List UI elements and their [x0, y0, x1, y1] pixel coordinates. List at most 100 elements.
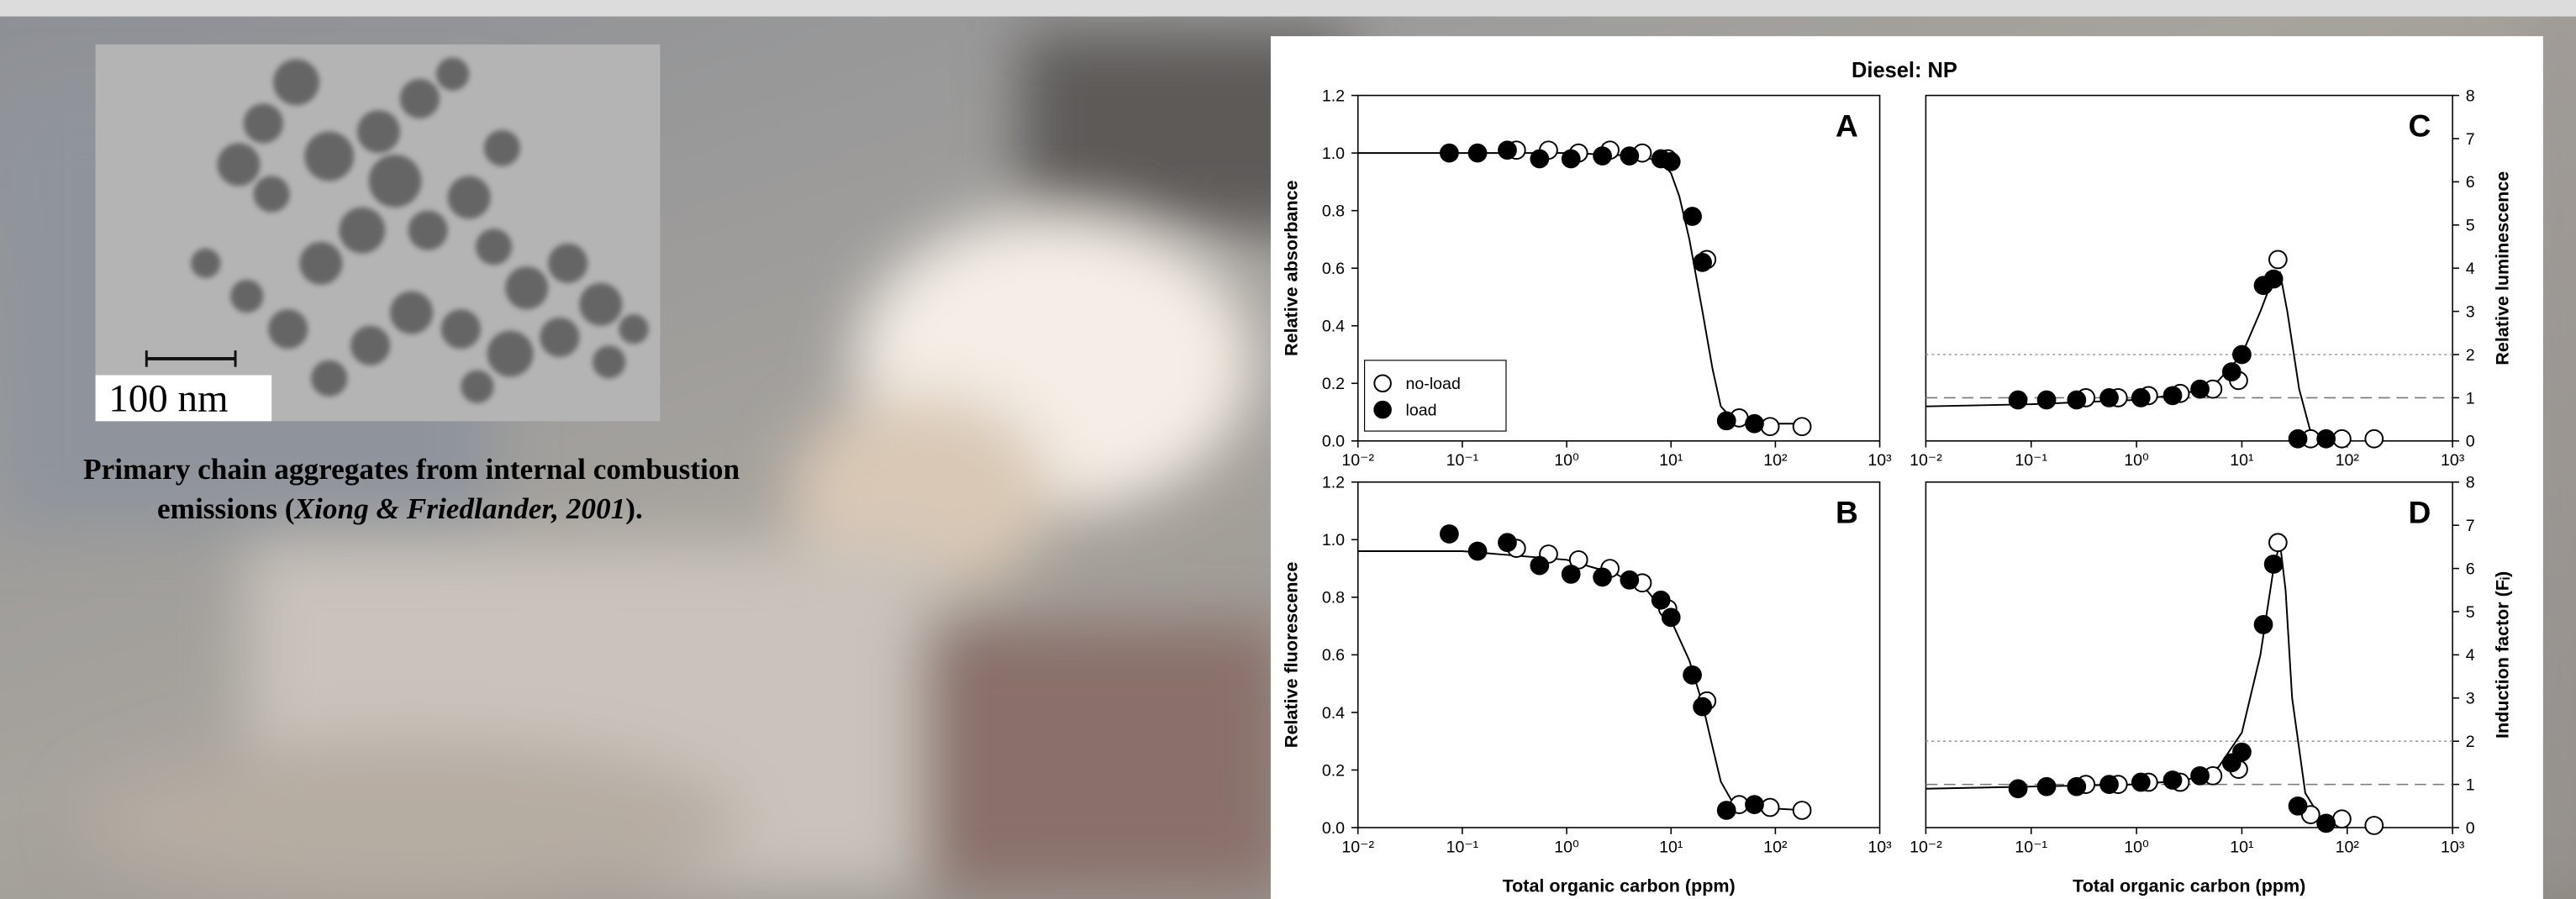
data-point	[2332, 809, 2352, 829]
x-tick-label: 10⁻¹	[2015, 838, 2047, 856]
x-tick-label: 10⁻¹	[2015, 451, 2047, 470]
y-tick-label: 7	[2466, 130, 2475, 149]
y-tick-label: 0.6	[1322, 260, 1345, 278]
data-point	[1467, 541, 1488, 561]
data-point	[2263, 269, 2284, 289]
data-point	[2190, 765, 2210, 786]
y-tick-label: 0.2	[1322, 761, 1345, 780]
data-point	[2036, 390, 2057, 410]
x-tick-label: 10⁻²	[1341, 838, 1374, 856]
legend-box	[1363, 360, 1507, 432]
y-tick-label: 7	[2466, 517, 2475, 535]
data-point	[1760, 417, 1780, 437]
legend-label: load	[1406, 401, 1437, 419]
y-axis-title: Relative fluorescence	[1281, 562, 1301, 748]
data-point	[1792, 801, 1812, 820]
data-point	[1760, 797, 1780, 818]
data-point	[2067, 776, 2087, 796]
y-tick-label: 3	[2466, 690, 2475, 708]
caption-line: emissions (Xiong & Friedlander, 2001).	[157, 492, 643, 525]
x-tick-label: 10³	[2441, 838, 2465, 856]
x-tick-label: 10¹	[1659, 838, 1683, 856]
data-point	[1693, 252, 1712, 272]
caption-line: Primary chain aggregates from internal c…	[83, 453, 740, 486]
data-point	[2232, 344, 2252, 365]
data-point	[1683, 665, 1702, 685]
x-tick-label: 10¹	[2230, 451, 2254, 470]
tem-image: 100 nm	[95, 44, 661, 422]
y-tick-label: 5	[2466, 217, 2475, 235]
caption-text: ).	[625, 492, 643, 525]
data-point	[2332, 428, 2352, 449]
figure-title: Diesel: NP	[1852, 59, 1957, 82]
x-tick-label: 10⁻²	[1910, 838, 1942, 856]
legend-marker	[1373, 374, 1392, 393]
y-tick-label: 0.2	[1322, 375, 1345, 393]
data-point	[1745, 795, 1764, 814]
y-tick-label: 1.0	[1322, 531, 1345, 549]
x-tick-label: 10⁻¹	[1446, 451, 1479, 470]
x-tick-label: 10⁰	[1554, 838, 1579, 856]
data-point	[2008, 390, 2028, 410]
x-tick-label: 10⁰	[1554, 451, 1579, 470]
data-point	[2253, 615, 2273, 634]
data-point	[2364, 816, 2384, 835]
x-tick-label: 10²	[2336, 451, 2360, 470]
data-point	[2316, 428, 2336, 449]
caption-citation: Xiong & Friedlander, 2001	[294, 492, 626, 525]
x-tick-label: 10⁻²	[1341, 451, 1374, 470]
x-tick-label: 10³	[1867, 838, 1892, 856]
y-axis-title: Relative luminescence	[2493, 171, 2513, 365]
panel-label: C	[2409, 108, 2431, 144]
data-point	[1561, 149, 1581, 169]
y-tick-label: 0.4	[1322, 704, 1345, 723]
x-tick-label: 10¹	[2230, 838, 2254, 856]
data-point	[1561, 565, 1581, 584]
data-point	[1716, 411, 1736, 431]
y-tick-label: 1.0	[1322, 145, 1345, 163]
x-tick-label: 10³	[2441, 451, 2465, 470]
data-point	[2190, 379, 2210, 399]
y-tick-label: 0.8	[1322, 589, 1345, 607]
x-tick-label: 10⁻²	[1910, 451, 1942, 470]
data-point	[2221, 362, 2241, 381]
y-tick-label: 0.8	[1322, 202, 1345, 221]
data-point	[2067, 390, 2087, 410]
data-point	[1661, 152, 1681, 171]
x-axis-title: Total organic carbon (ppm)	[1503, 875, 1736, 896]
data-point	[2099, 388, 2119, 407]
data-point	[1498, 140, 1517, 160]
data-point	[1683, 207, 1702, 226]
y-tick-label: 4	[2466, 646, 2475, 665]
y-tick-label: 0	[2466, 819, 2475, 838]
data-point	[1440, 524, 1459, 544]
data-point	[1620, 146, 1640, 166]
y-tick-label: 1	[2466, 775, 2475, 794]
y-tick-label: 1.2	[1322, 474, 1345, 492]
y-tick-label: 1	[2466, 389, 2475, 407]
chart-panel	[1270, 36, 2543, 899]
x-tick-label: 10⁰	[2124, 838, 2149, 856]
panel-label: D	[2409, 495, 2431, 530]
data-point	[2316, 813, 2336, 833]
data-point	[1620, 570, 1640, 590]
x-tick-label: 10¹	[1659, 451, 1683, 470]
data-point	[2099, 775, 2119, 794]
data-point	[1792, 417, 1812, 437]
legend-label: no-load	[1406, 375, 1461, 393]
data-point	[1440, 143, 1459, 163]
data-point	[1467, 143, 1488, 163]
data-point	[2364, 428, 2384, 449]
y-axis-title: Induction factor (Fᵢ)	[2493, 571, 2513, 739]
x-tick-label: 10²	[1763, 838, 1788, 856]
y-tick-label: 0.6	[1322, 646, 1345, 665]
y-tick-label: 2	[2466, 346, 2475, 365]
x-axis-title: Total organic carbon (ppm)	[2073, 875, 2305, 896]
data-point	[2162, 770, 2183, 790]
data-point	[2162, 386, 2183, 406]
data-point	[1530, 149, 1550, 169]
x-tick-label: 10²	[1763, 451, 1788, 470]
y-tick-label: 5	[2466, 603, 2475, 622]
y-tick-label: 0.0	[1322, 819, 1345, 838]
